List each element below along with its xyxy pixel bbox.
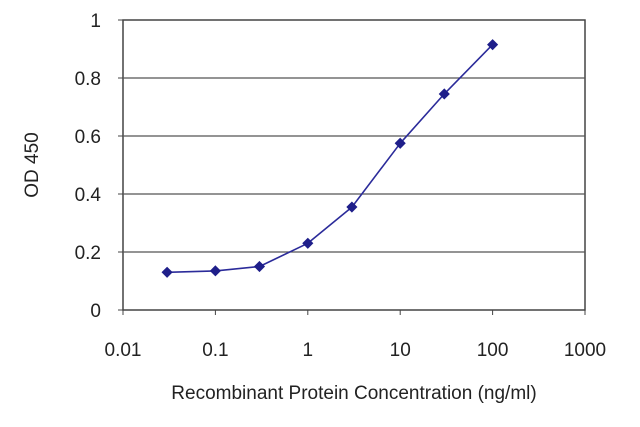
x-tick-label: 0.01 bbox=[105, 340, 142, 361]
grid-lines bbox=[123, 77, 585, 253]
series-line bbox=[167, 44, 494, 274]
data-point bbox=[253, 260, 266, 273]
data-point bbox=[487, 39, 499, 51]
x-axis-title: Recombinant Protein Concentration (ng/ml… bbox=[171, 383, 536, 404]
y-axis-title: OD 450 bbox=[22, 132, 43, 197]
y-tick-label: 0.6 bbox=[75, 127, 101, 148]
y-tick-label: 0.4 bbox=[75, 185, 102, 206]
y-axis-ticks: 0 0.2 0.4 0.6 0.8 1 bbox=[75, 11, 123, 322]
data-point bbox=[394, 137, 406, 149]
x-tick-label: 1000 bbox=[564, 340, 606, 361]
y-tick-label: 0.2 bbox=[75, 243, 101, 264]
x-tick-label: 0.1 bbox=[202, 340, 228, 361]
y-tick-label: 0.8 bbox=[75, 69, 101, 90]
data-point bbox=[302, 237, 314, 249]
y-tick-label: 0 bbox=[90, 301, 101, 322]
x-tick-label: 10 bbox=[390, 340, 411, 361]
x-tick-label: 1 bbox=[303, 340, 314, 361]
plot-area bbox=[122, 19, 586, 311]
x-axis-ticks: 0.01 0.1 1 10 100 1000 bbox=[105, 310, 606, 361]
data-point bbox=[209, 265, 221, 277]
data-point bbox=[438, 88, 450, 100]
series-layer bbox=[161, 39, 499, 278]
y-tick-label: 1 bbox=[90, 11, 101, 32]
data-point bbox=[161, 266, 173, 278]
data-point bbox=[346, 201, 358, 213]
x-tick-label: 100 bbox=[477, 340, 509, 361]
